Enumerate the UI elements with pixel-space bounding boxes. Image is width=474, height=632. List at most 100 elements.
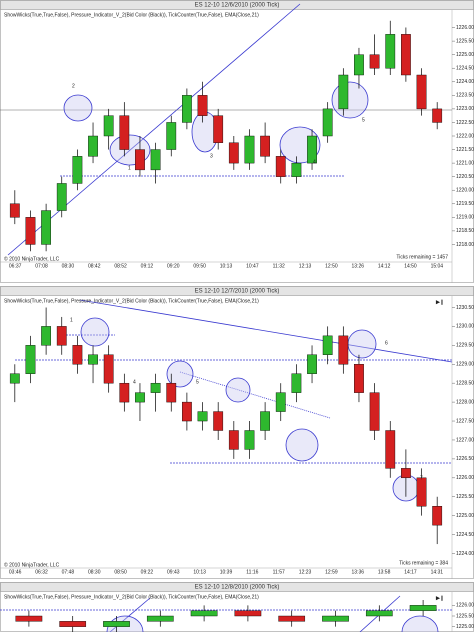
- copyright: © 2010 NinjaTrader, LLC: [4, 255, 60, 262]
- x-tick-label: 09:20: [167, 263, 180, 269]
- candle-body: [322, 335, 333, 355]
- x-tick-label: 14:50: [404, 263, 417, 269]
- candle-body: [135, 149, 145, 171]
- candle-body: [369, 392, 380, 431]
- x-tick-label: 11:57: [273, 569, 285, 575]
- candle-body: [88, 135, 98, 157]
- circle: [166, 360, 194, 388]
- scroll-icon: ▶❙: [435, 299, 444, 305]
- candle-body: [338, 335, 349, 365]
- candle-body: [385, 430, 396, 469]
- y-tick-label: 1224.50: [456, 66, 474, 72]
- trend-line: [79, 299, 453, 363]
- x-tick-label: 09:50: [193, 263, 206, 269]
- candle-body: [103, 354, 114, 384]
- x-tick-label: 12:59: [325, 569, 338, 575]
- ticks-remaining: Ticks remaining = 1457: [396, 254, 448, 260]
- candle-body: [181, 95, 192, 123]
- candle-body: [150, 149, 161, 171]
- y-tick-label: 1228.50: [456, 381, 474, 387]
- circle: [331, 81, 369, 119]
- y-tick-label: 1225.50: [456, 38, 474, 44]
- y-tick-label: 1225.50: [456, 613, 474, 619]
- y-tick-label: 1222.00: [456, 133, 474, 139]
- trend-line: [179, 371, 331, 419]
- candle-body: [385, 34, 396, 69]
- x-tick-label: 12:50: [325, 263, 338, 269]
- copyright: © 2010 NinjaTrader, LLC: [4, 561, 60, 568]
- candle-body: [401, 34, 411, 76]
- candle-body: [365, 610, 393, 617]
- x-tick-label: 13:26: [352, 263, 365, 269]
- x-tick-label: 08:30: [62, 263, 75, 269]
- candle-body: [166, 382, 177, 403]
- candle-body: [369, 54, 380, 69]
- annotation: 6: [385, 340, 388, 346]
- indicator-text: ShowWicks(True,True,False), Pressure_Ind…: [4, 298, 259, 304]
- y-tick-label: 1228.00: [456, 399, 474, 405]
- y-tick-label: 1226.00: [456, 603, 474, 609]
- y-tick-label: 1223.00: [456, 106, 474, 112]
- candle-body: [88, 354, 98, 365]
- x-tick-label: 06:32: [35, 569, 48, 575]
- candle-body: [416, 477, 427, 507]
- candle-body: [41, 210, 52, 245]
- candle-body: [432, 108, 443, 123]
- y-tick-label: 1229.00: [456, 362, 474, 368]
- candle-body: [197, 411, 208, 422]
- y-tick-label: 1225.00: [456, 513, 474, 519]
- circle: [347, 329, 377, 359]
- x-tick-label: 11:16: [246, 569, 258, 575]
- x-tick-label: 13:36: [352, 569, 365, 575]
- x-tick-label: 03:46: [9, 569, 22, 575]
- y-tick-label: 1223.50: [456, 93, 474, 99]
- x-tick-label: 10:13: [220, 263, 233, 269]
- candle-body: [322, 108, 333, 137]
- y-tick-label: 1224.00: [456, 551, 474, 557]
- candle-body: [228, 430, 239, 450]
- x-tick-label: 12:13: [299, 263, 312, 269]
- candle-body: [307, 354, 317, 374]
- y-tick-label: 1225.00: [456, 624, 474, 630]
- y-tick-label: 1224.00: [456, 79, 474, 85]
- candle-body: [103, 115, 114, 137]
- panel-title: ES 12-10 12/8/2010 (2000 Tick): [195, 585, 280, 591]
- x-tick-label: 09:43: [167, 569, 180, 575]
- candle-body: [322, 615, 349, 622]
- y-tick-label: 1227.00: [456, 437, 474, 443]
- y-tick-label: 1229.50: [456, 343, 474, 349]
- candle-body: [228, 142, 239, 164]
- circle: [80, 317, 110, 347]
- x-tick-label: 12:23: [299, 569, 312, 575]
- candle-body: [260, 135, 270, 157]
- candle-body: [56, 326, 67, 346]
- y-tick-label: 1218.00: [456, 242, 474, 248]
- candle-body: [275, 392, 286, 412]
- y-tick-label: 1221.00: [456, 160, 474, 166]
- x-tick-label: 13:58: [378, 569, 391, 575]
- indicator-text: ShowWicks(True,True,False), Pressure_Ind…: [4, 594, 259, 600]
- y-tick-label: 1222.50: [456, 120, 474, 126]
- x-tick-label: 09:12: [141, 263, 154, 269]
- y-tick-label: 1226.00: [456, 475, 474, 481]
- annotation: 5: [196, 379, 199, 385]
- annotation: 2: [72, 83, 75, 89]
- candle-body: [401, 468, 411, 479]
- x-tick-label: 06:37: [9, 263, 22, 269]
- x-tick-label: 08:30: [88, 569, 101, 575]
- trend-line: [7, 3, 301, 256]
- candle-body: [260, 411, 270, 431]
- y-tick-label: 1230.50: [456, 305, 474, 311]
- candle-body: [135, 392, 145, 403]
- candle-body: [432, 506, 443, 526]
- candle-body: [213, 115, 224, 143]
- candle-body: [409, 605, 437, 611]
- candle-body: [291, 162, 302, 177]
- candle-body: [244, 430, 255, 450]
- annotation: 7: [420, 475, 423, 481]
- x-tick-label: 15:04: [431, 263, 444, 269]
- y-tick-label: 1220.00: [456, 188, 474, 194]
- annotation: 4: [133, 379, 136, 385]
- y-tick-label: 1225.00: [456, 52, 474, 58]
